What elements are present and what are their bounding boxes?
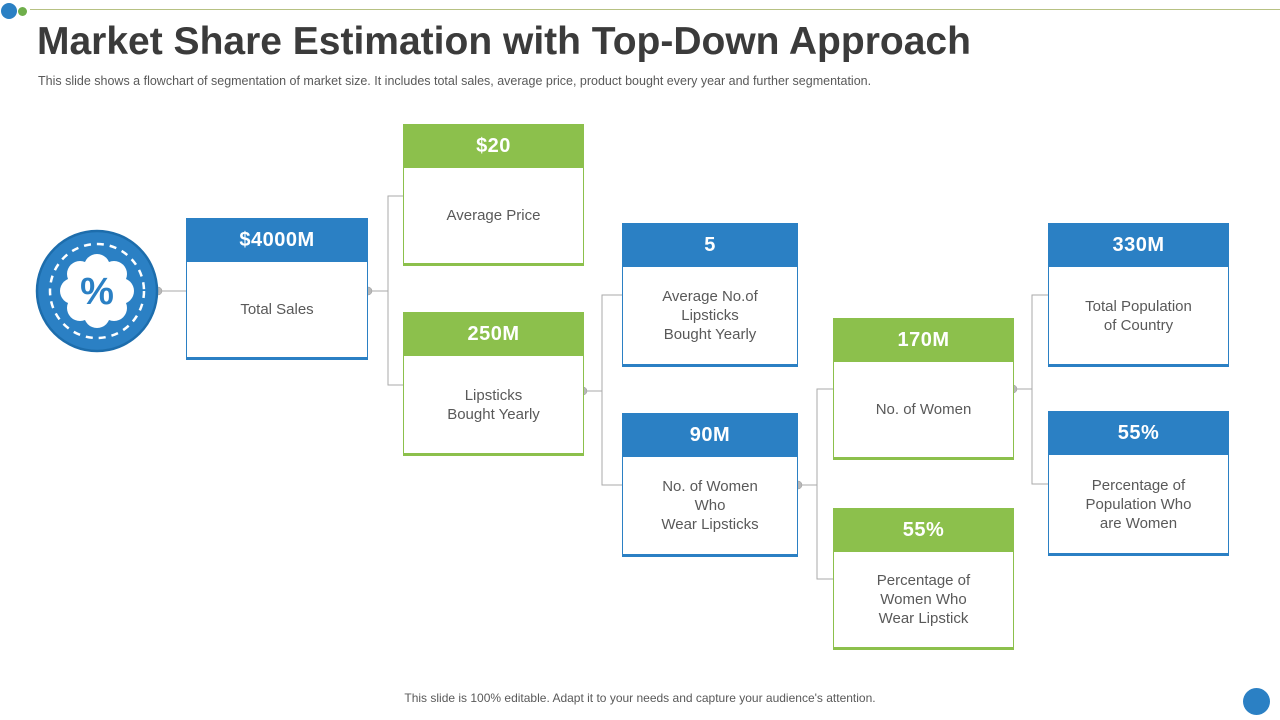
node-label: Lipsticks Bought Yearly	[403, 356, 584, 456]
node-label: No. of Women	[833, 362, 1014, 460]
node-label: No. of Women Who Wear Lipsticks	[622, 457, 798, 557]
page-title: Market Share Estimation with Top-Down Ap…	[37, 20, 971, 63]
flow-node-no-of-women: 170M No. of Women	[833, 318, 1014, 460]
node-value: 5	[622, 223, 798, 267]
percent-glyph: %	[80, 271, 114, 313]
node-label: Average No.of Lipsticks Bought Yearly	[622, 267, 798, 367]
node-label: Percentage of Population Who are Women	[1048, 455, 1229, 556]
flow-node-no-of-women-who-wear-lipsticks: 90M No. of Women Who Wear Lipsticks	[622, 413, 798, 557]
flow-node-pct-population-who-are-women: 55% Percentage of Population Who are Wom…	[1048, 411, 1229, 556]
node-label: Average Price	[403, 168, 584, 266]
node-value: 170M	[833, 318, 1014, 362]
node-value: $4000M	[186, 218, 368, 262]
node-label: Percentage of Women Who Wear Lipstick	[833, 552, 1014, 650]
top-divider-line	[30, 9, 1280, 10]
node-value: 90M	[622, 413, 798, 457]
node-label: Total Population of Country	[1048, 267, 1229, 367]
node-value: $20	[403, 124, 584, 168]
node-label: Total Sales	[186, 262, 368, 360]
node-value: 55%	[1048, 411, 1229, 455]
node-value: 250M	[403, 312, 584, 356]
slide-subtitle: This slide shows a flowchart of segmenta…	[38, 74, 872, 88]
node-value: 55%	[833, 508, 1014, 552]
flow-node-total-sales: $4000M Total Sales	[186, 218, 368, 360]
slide-footer: This slide is 100% editable. Adapt it to…	[404, 691, 876, 705]
top-left-green-dot	[18, 7, 27, 16]
flow-node-lipsticks-bought-yearly: 250M Lipsticks Bought Yearly	[403, 312, 584, 456]
top-left-blue-dot	[1, 3, 17, 19]
flow-node-total-population-of-country: 330M Total Population of Country	[1048, 223, 1229, 367]
node-value: 330M	[1048, 223, 1229, 267]
flow-node-avg-no-of-lipsticks-bought-yearly: 5 Average No.of Lipsticks Bought Yearly	[622, 223, 798, 367]
flow-node-pct-women-who-wear-lipstick: 55% Percentage of Women Who Wear Lipstic…	[833, 508, 1014, 650]
bottom-right-blue-dot	[1243, 688, 1270, 715]
percent-badge-icon: %	[35, 229, 159, 353]
flow-node-average-price: $20 Average Price	[403, 124, 584, 266]
